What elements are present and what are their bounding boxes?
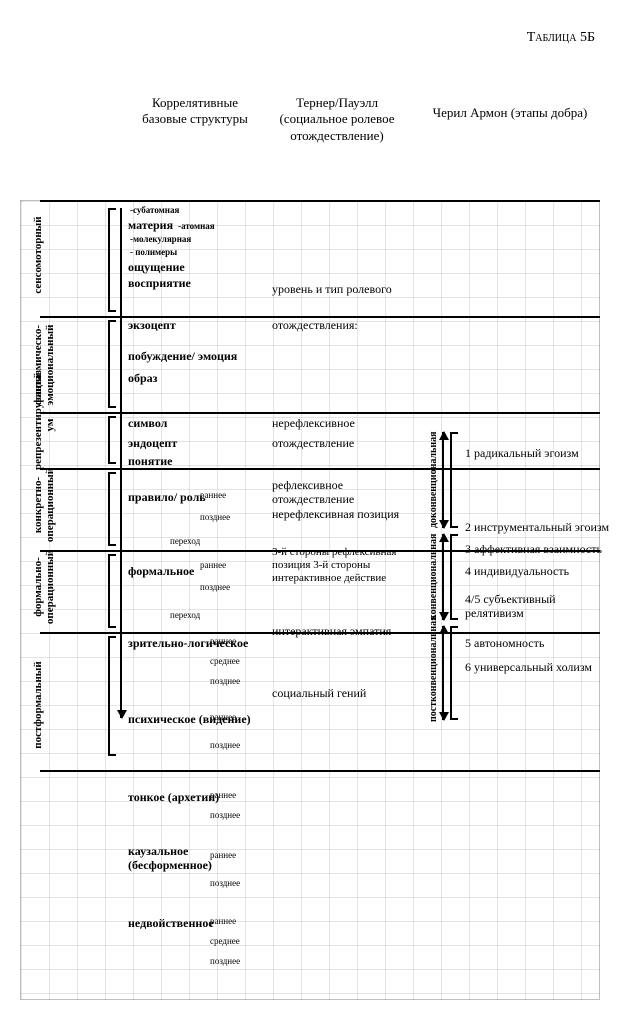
stage-formal-op: формально-операционный (32, 542, 56, 632)
stage-postformal: постформальный (32, 660, 44, 750)
c1-vosp: восприятие (128, 275, 268, 291)
group-arrow-conv (442, 534, 444, 620)
col1-block: побуждение/ эмоция образ (128, 348, 268, 387)
c1-subatom: -субатомная (128, 204, 268, 217)
stage-bracket (108, 320, 116, 408)
col-header-structures: Коррелятивные базовые структуры (130, 95, 260, 128)
c1-osh: ощущение (128, 259, 268, 275)
group-bracket (450, 534, 458, 620)
group-label-conv: конвенциональная (428, 534, 439, 620)
c1-srednee: среднее (210, 656, 350, 667)
group-label-postconv: постконвенциональная (428, 615, 439, 722)
c3-i45: 4/5 субъективный релятивизм (465, 592, 610, 621)
c3-i6: 6 универсальный холизм (465, 660, 610, 674)
c1-pozdnee7: позднее (210, 956, 350, 967)
c1-pozdnee5: позднее (210, 810, 350, 821)
c1-obraz: образ (128, 370, 268, 386)
stage-concrete-op: конкретно-операционный (32, 460, 56, 550)
c1-srednee2: среднее (210, 936, 350, 947)
c2-urov: уровень и тип ролевого (272, 282, 407, 296)
c2-otozh: отождествления: (272, 318, 407, 332)
col-header-armon: Черил Армон (этапы добра) (430, 105, 590, 121)
stage-bracket (108, 554, 116, 628)
table-title: Таблица 5Б (527, 30, 595, 46)
c1-exo: экзоцепт (128, 318, 268, 332)
c2-otozh2: отождествление (272, 436, 407, 450)
section-line (40, 770, 600, 772)
c1-materia: материя (128, 218, 173, 232)
c1-rannee6: раннее (210, 850, 350, 861)
c3-i4: 4 индивидуальность (465, 564, 610, 578)
c1-rannee4: раннее (210, 712, 350, 723)
c2-interakt: интерактивная эмпатия (272, 624, 407, 638)
stage-bracket (108, 472, 116, 546)
c2-neref: нерефлексивное (272, 416, 407, 430)
c1-rannee7: раннее (210, 916, 350, 927)
c1-ponyat: понятие (128, 454, 268, 468)
table-5b-page: Таблица 5Б Коррелятивные базовые структу… (0, 0, 620, 1016)
c1-atom: -атомная (176, 221, 215, 231)
c1-pob: побуждение/ эмоция (128, 348, 268, 364)
stage-bracket (108, 208, 116, 312)
group-arrow-postconv (442, 626, 444, 720)
structures-arrow (120, 208, 122, 718)
section-line (40, 468, 600, 470)
c3-i2: 2 инструментальный эгоизм (465, 520, 610, 534)
stage-representing: репрезентирующий ум (32, 380, 56, 470)
c2-soc: социальный гений (272, 686, 407, 700)
col-header-turner: Тернер/Пауэлл (социальное ролевое отожде… (272, 95, 402, 144)
c1-pravilo: правило/ роль (128, 490, 206, 504)
group-label-preconv: доконвенциональная (428, 432, 439, 529)
section-line (40, 200, 600, 202)
c2-tret: 3-й стороны рефлексивная позиция 3-й сто… (272, 546, 407, 586)
c1-perehod2: переход (170, 610, 310, 621)
group-arrow-preconv (442, 432, 444, 528)
c1-endo: эндоцепт (128, 436, 268, 450)
c3-i5: 5 автономность (465, 636, 610, 650)
stage-sensorimotor: сенсомоторный (32, 210, 44, 300)
c1-pozdnee4: позднее (210, 740, 350, 751)
stage-bracket (108, 416, 116, 464)
c1-pozdnee6: позднее (210, 878, 350, 889)
section-line (40, 412, 600, 414)
c3-i3: 3 аффективная взаимность (465, 542, 610, 556)
c1-polim: - полимеры (128, 246, 268, 259)
c1-molek: -молекулярная (128, 233, 268, 246)
c1-symv: символ (128, 416, 268, 430)
c3-i1: 1 радикальный эгоизм (465, 446, 610, 460)
group-bracket (450, 432, 458, 528)
stage-bracket (108, 636, 116, 756)
c2-refl: рефлексивное отождествление нерефлексивн… (272, 478, 407, 521)
col1-block: -субатомная материя -атомная -молекулярн… (128, 204, 268, 292)
group-bracket (450, 626, 458, 720)
c1-rannee5: раннее (210, 790, 350, 801)
